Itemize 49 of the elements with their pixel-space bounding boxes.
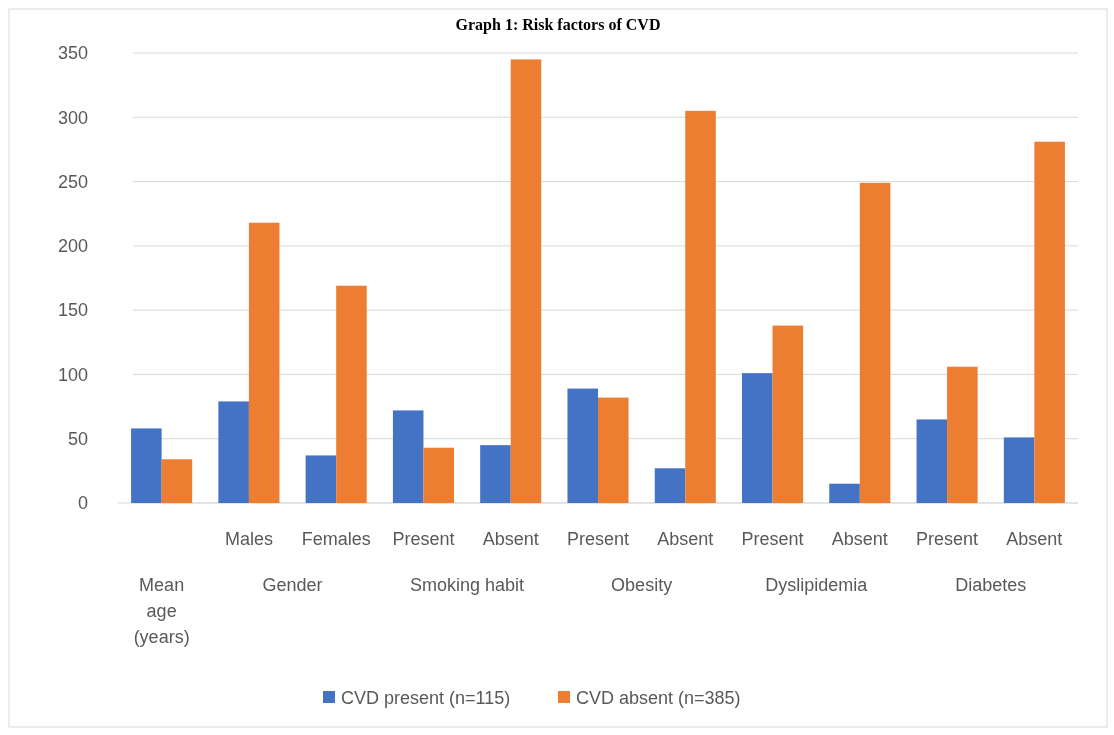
text: Dyslipidemia	[765, 575, 869, 595]
bar	[131, 428, 162, 503]
bar	[654, 468, 686, 503]
bar	[1003, 437, 1035, 503]
legend-label: CVD present (n=115)	[341, 688, 511, 709]
bar	[742, 373, 773, 503]
bar	[336, 285, 367, 503]
x-tick-label: Present	[741, 529, 804, 549]
text: Diabetes	[955, 575, 1027, 595]
y-tick-label: 350	[57, 43, 88, 64]
bar	[480, 445, 511, 503]
x-tick-label: Present	[392, 529, 455, 549]
y-tick-label: 200	[57, 236, 88, 257]
text: Obesity	[611, 575, 673, 595]
x-tick-label: Present	[916, 529, 979, 549]
bar	[161, 459, 193, 503]
bar	[510, 59, 542, 503]
bar	[829, 483, 860, 503]
x-tick-label: Absent	[1006, 529, 1063, 549]
bar	[305, 455, 337, 503]
x-tick-label: Absent	[482, 529, 539, 549]
bar	[859, 182, 891, 503]
bar	[248, 222, 280, 503]
bar	[423, 447, 454, 503]
bar	[567, 388, 598, 503]
bar	[1034, 141, 1065, 503]
chart-title: Graph 1: Risk factors of CVD	[455, 16, 661, 34]
bar	[598, 397, 629, 503]
x-tick-label: Absent	[831, 529, 888, 549]
bar	[916, 419, 948, 503]
x-tick-label: Present	[566, 529, 630, 549]
text: Smoking habit	[410, 575, 525, 595]
y-tick-label: 300	[57, 107, 88, 128]
bar	[392, 410, 424, 503]
x-tick-label: Males	[224, 529, 273, 549]
bar	[947, 366, 978, 503]
y-tick-label: 250	[57, 171, 88, 192]
legend-label: CVD absent (n=385)	[576, 688, 741, 709]
bar	[218, 401, 249, 503]
x-tick-label: Absent	[657, 529, 714, 549]
y-tick-label: 100	[57, 364, 88, 385]
x-tick-label: Females	[301, 529, 371, 549]
y-tick-label: 0	[77, 493, 88, 514]
y-tick-label: 150	[57, 300, 88, 321]
bar	[772, 325, 804, 503]
text: Gender	[262, 575, 323, 595]
text: Mean age (years)	[133, 575, 190, 647]
y-tick-label: 50	[67, 429, 88, 450]
bar	[685, 110, 716, 503]
